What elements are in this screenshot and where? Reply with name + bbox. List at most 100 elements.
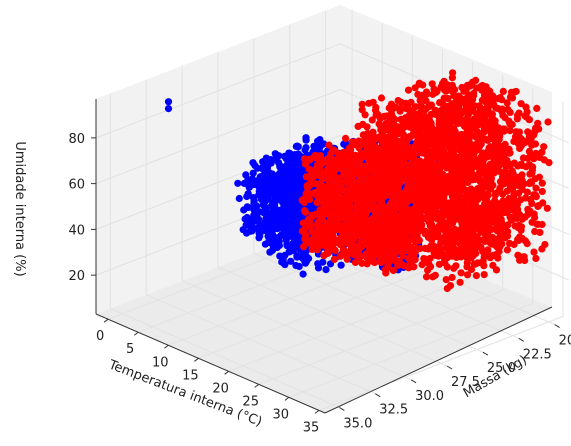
data-point <box>275 183 283 191</box>
data-point <box>516 196 525 204</box>
data-point <box>530 191 538 199</box>
data-point <box>480 108 488 116</box>
data-point <box>473 111 481 119</box>
data-point <box>436 99 444 107</box>
data-point <box>267 209 275 217</box>
data-point <box>457 269 465 277</box>
data-point <box>461 199 469 207</box>
data-point <box>397 172 405 180</box>
data-point <box>404 86 413 94</box>
data-point <box>438 196 446 204</box>
data-point <box>333 195 341 204</box>
data-point <box>523 240 531 248</box>
data-point <box>235 194 243 203</box>
data-point <box>345 189 353 197</box>
data-point <box>355 247 363 255</box>
data-point <box>386 127 394 135</box>
data-point <box>418 141 426 149</box>
grid-line-y <box>181 65 412 381</box>
data-point <box>260 226 268 234</box>
data-point <box>411 119 419 127</box>
data-point <box>362 225 371 233</box>
data-point <box>540 143 548 151</box>
data-point <box>499 111 507 119</box>
data-point <box>302 252 311 261</box>
data-point <box>394 97 402 105</box>
data-point <box>393 247 401 255</box>
data-point <box>410 233 418 241</box>
data-point <box>325 196 334 205</box>
data-point <box>517 100 525 108</box>
data-point <box>479 257 487 265</box>
data-point <box>410 145 418 153</box>
data-point <box>395 261 403 269</box>
data-point <box>433 150 442 158</box>
data-point <box>405 215 413 223</box>
grid-line-y <box>253 38 484 353</box>
data-point <box>539 199 547 207</box>
data-point <box>468 141 476 149</box>
data-point <box>472 272 480 280</box>
data-point <box>501 140 509 148</box>
data-point <box>469 123 477 131</box>
data-point <box>404 143 412 151</box>
data-point <box>516 144 524 152</box>
data-point <box>532 184 540 192</box>
data-point <box>426 233 434 241</box>
data-point <box>462 86 470 94</box>
data-point <box>462 186 470 194</box>
grid-line-z <box>95 43 570 144</box>
data-point <box>498 105 506 113</box>
data-point <box>305 165 313 173</box>
y-tick <box>518 337 525 342</box>
data-point <box>490 100 498 108</box>
data-point <box>310 142 318 150</box>
data-point <box>444 253 452 261</box>
data-point <box>347 245 355 253</box>
data-point <box>538 187 546 196</box>
data-point <box>435 260 443 268</box>
data-point <box>322 171 330 179</box>
data-point <box>428 130 436 139</box>
data-point <box>415 201 423 209</box>
data-point <box>314 264 323 272</box>
data-point <box>368 116 376 124</box>
y-tick-label: 20.0 <box>559 334 571 349</box>
data-point <box>254 164 262 172</box>
data-point <box>362 182 370 190</box>
data-point <box>450 232 458 240</box>
data-point <box>424 245 432 253</box>
data-point <box>405 162 413 170</box>
data-point <box>494 254 502 262</box>
data-point <box>318 185 326 193</box>
data-point <box>262 204 270 212</box>
data-point <box>308 213 316 221</box>
data-point <box>358 100 366 108</box>
data-point <box>389 266 397 275</box>
data-point <box>419 81 427 89</box>
data-point <box>446 175 454 183</box>
data-point <box>382 233 390 241</box>
data-point <box>389 168 397 176</box>
x-tick-label: 0 <box>96 329 104 344</box>
data-point <box>489 159 497 167</box>
data-point <box>383 148 391 156</box>
data-point <box>531 227 539 236</box>
data-point <box>356 226 364 234</box>
data-point <box>445 186 453 194</box>
data-point <box>339 214 347 222</box>
data-point <box>294 211 302 220</box>
data-point <box>466 105 474 113</box>
data-point <box>359 120 367 128</box>
data-point <box>327 231 335 239</box>
data-point <box>526 207 534 215</box>
data-point <box>503 99 511 107</box>
data-point <box>458 214 466 222</box>
y-tick-label: 27.5 <box>451 375 480 390</box>
data-point <box>300 226 308 234</box>
data-point <box>529 163 537 171</box>
data-point <box>299 270 307 278</box>
data-point <box>487 176 495 184</box>
data-point <box>480 207 489 215</box>
